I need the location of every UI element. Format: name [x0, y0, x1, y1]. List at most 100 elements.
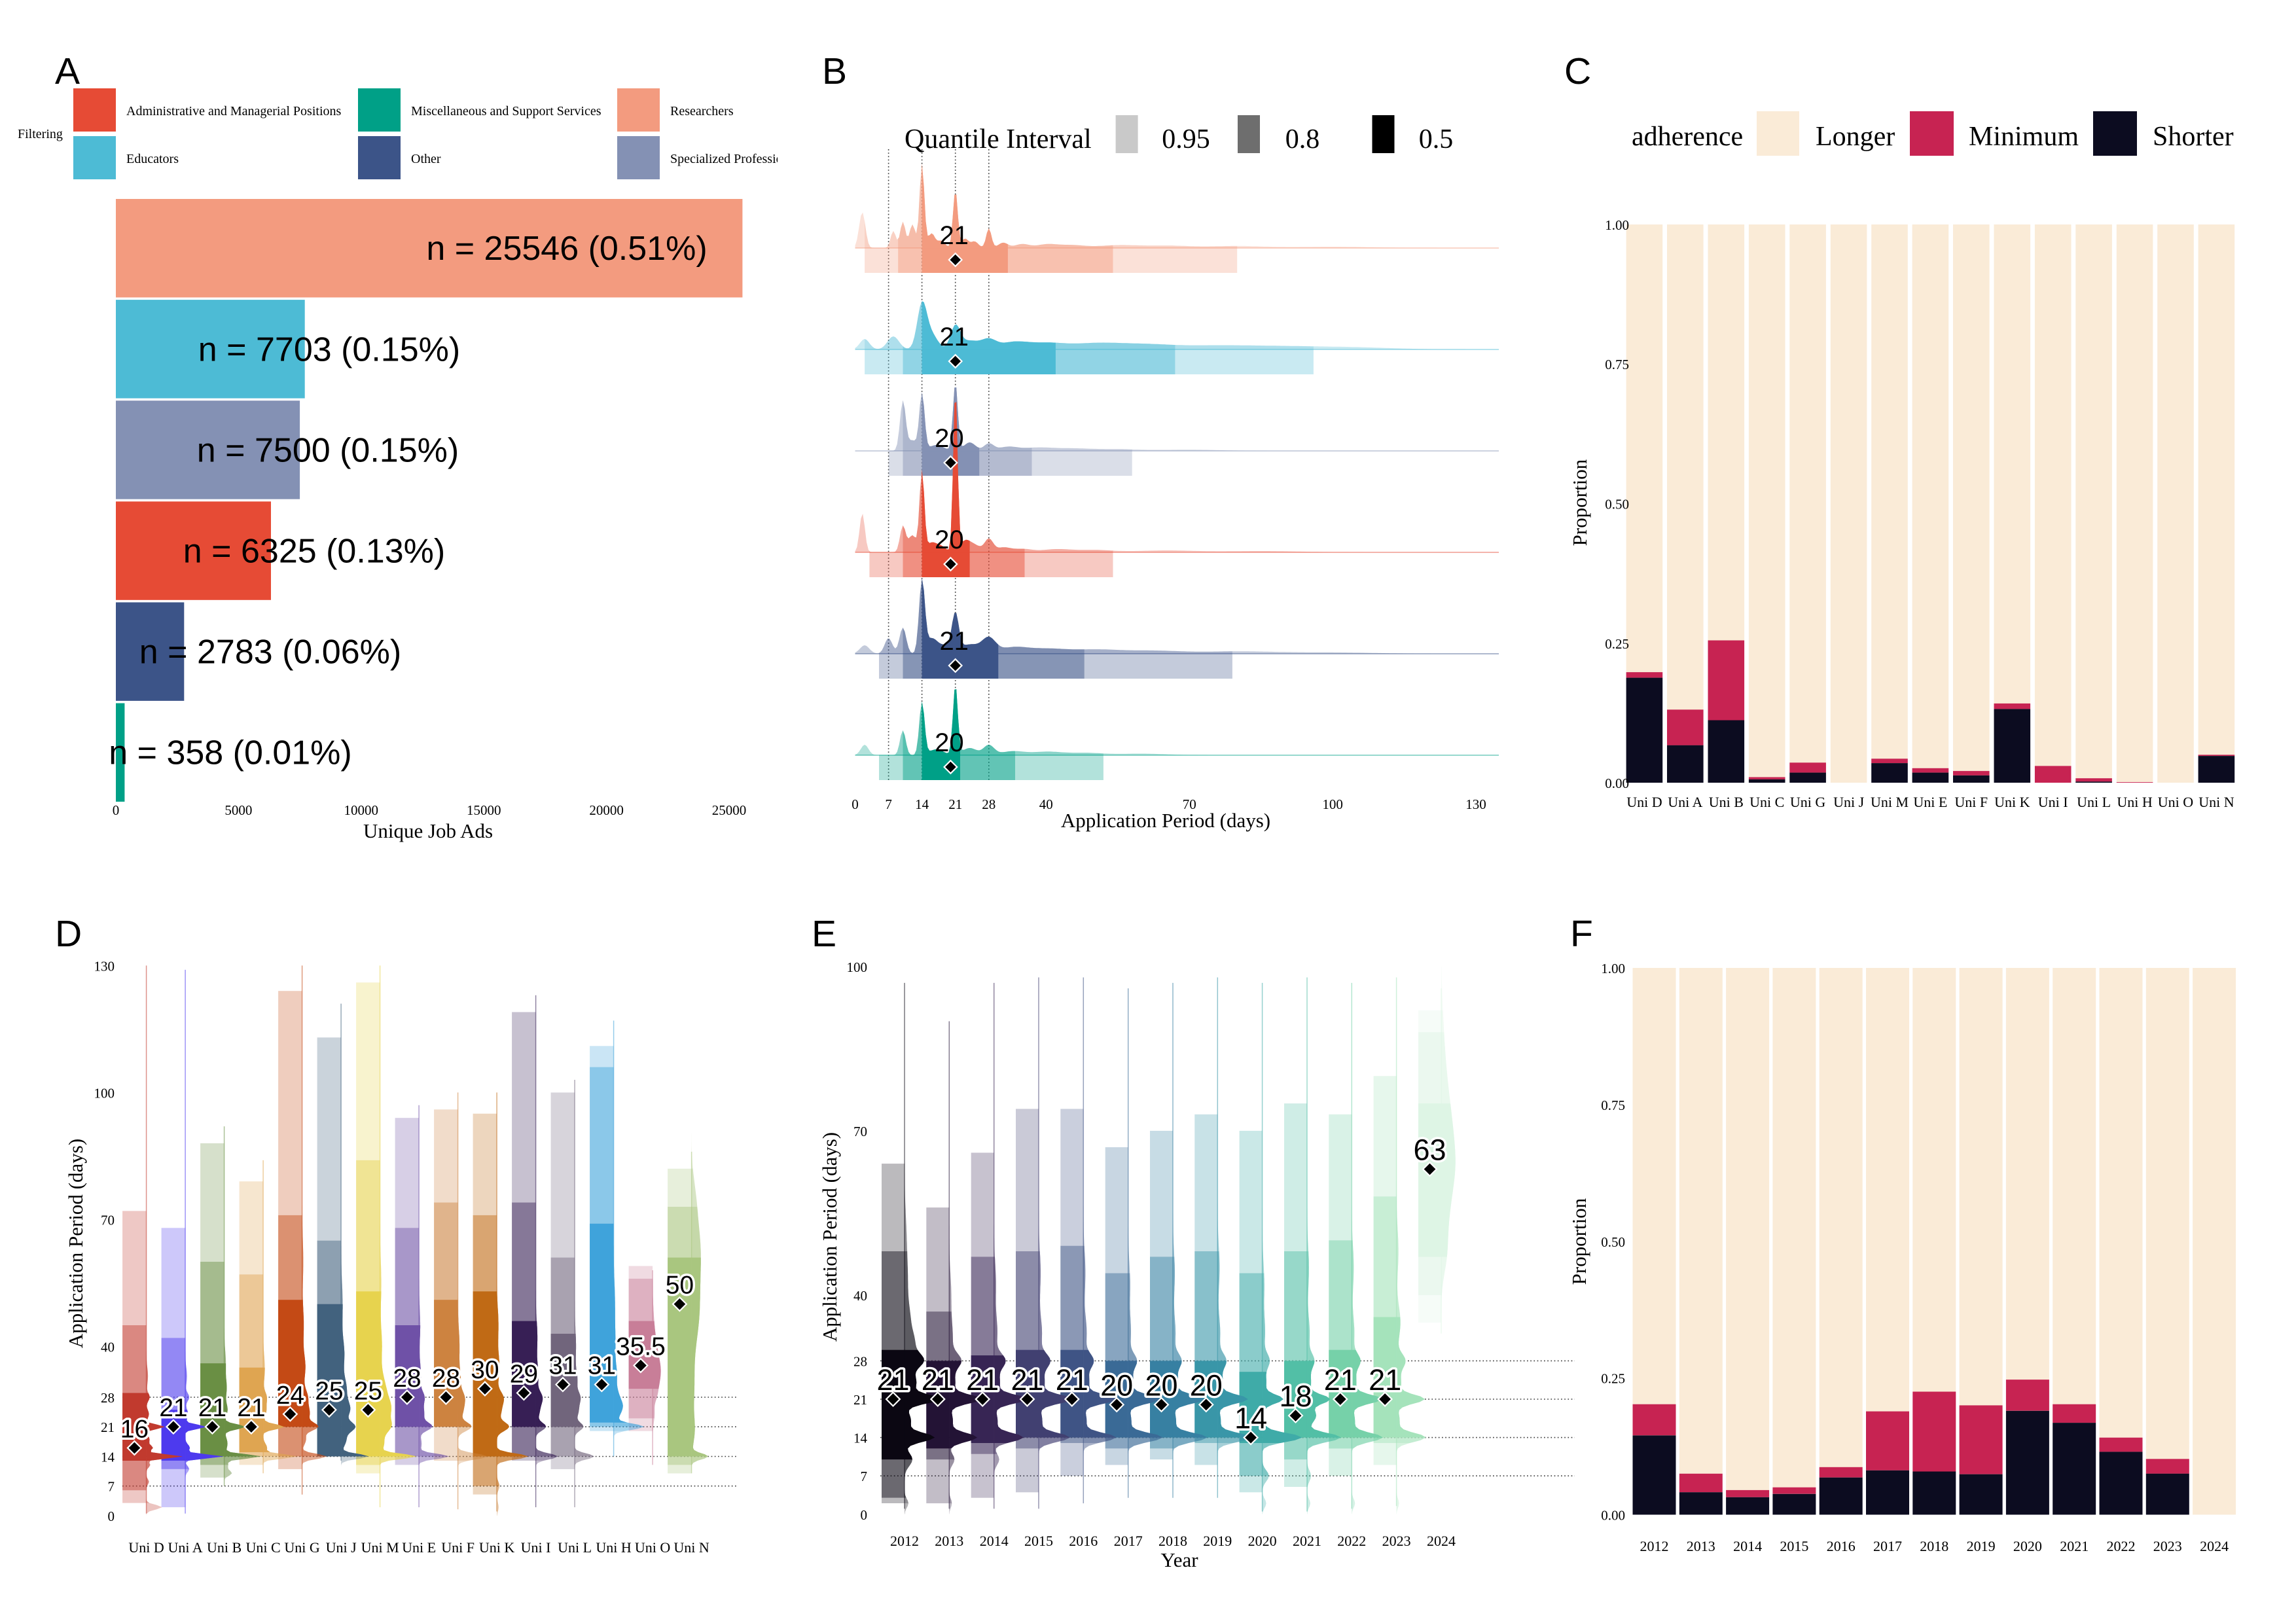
svg-text:Proportion: Proportion — [1568, 1198, 1590, 1285]
svg-text:Miscellaneous and Support Serv: Miscellaneous and Support Services — [411, 104, 601, 118]
svg-text:Uni A: Uni A — [1668, 794, 1702, 810]
svg-text:Uni E: Uni E — [402, 1539, 436, 1556]
svg-text:Uni M: Uni M — [361, 1539, 399, 1556]
svg-text:2020: 2020 — [2013, 1538, 2042, 1554]
svg-text:0.00: 0.00 — [1605, 776, 1629, 791]
svg-text:21: 21 — [966, 1363, 999, 1397]
svg-text:2014: 2014 — [1733, 1538, 1762, 1554]
svg-text:2021: 2021 — [1293, 1533, 1321, 1549]
svg-text:Uni B: Uni B — [1709, 794, 1744, 810]
svg-text:21: 21 — [1369, 1363, 1401, 1397]
svg-text:21: 21 — [948, 796, 962, 812]
svg-text:14: 14 — [915, 796, 929, 812]
svg-text:130: 130 — [94, 958, 115, 974]
svg-text:Other: Other — [411, 152, 441, 166]
svg-text:25: 25 — [354, 1377, 382, 1405]
svg-text:Uni H: Uni H — [2117, 794, 2153, 810]
svg-text:15000: 15000 — [467, 802, 501, 818]
svg-text:Uni C: Uni C — [246, 1539, 281, 1556]
svg-text:100: 100 — [847, 959, 868, 975]
svg-text:21: 21 — [1056, 1363, 1088, 1397]
svg-text:2014: 2014 — [980, 1533, 1009, 1549]
svg-text:2016: 2016 — [1827, 1538, 1856, 1554]
svg-text:Application Period (days): Application Period (days) — [64, 1139, 87, 1348]
svg-text:Application Period (days): Application Period (days) — [818, 1132, 841, 1342]
svg-text:0.8: 0.8 — [1285, 124, 1320, 154]
svg-text:2013: 2013 — [1687, 1538, 1715, 1554]
svg-text:28: 28 — [432, 1364, 460, 1393]
svg-text:1.00: 1.00 — [1601, 961, 1625, 976]
svg-text:2018: 2018 — [1158, 1533, 1187, 1549]
svg-text:Uni A: Uni A — [168, 1539, 203, 1556]
svg-text:Minimum: Minimum — [1969, 122, 2079, 152]
svg-text:0.5: 0.5 — [1419, 124, 1454, 154]
svg-text:14: 14 — [853, 1431, 868, 1446]
svg-text:Uni K: Uni K — [1994, 794, 2030, 810]
svg-text:2015: 2015 — [1024, 1533, 1053, 1549]
svg-text:2017: 2017 — [1114, 1533, 1143, 1549]
svg-text:2019: 2019 — [1967, 1538, 1996, 1554]
svg-text:2022: 2022 — [2107, 1538, 2136, 1554]
svg-text:2013: 2013 — [935, 1533, 963, 1549]
svg-text:20: 20 — [935, 526, 964, 554]
svg-text:0.50: 0.50 — [1601, 1234, 1625, 1250]
svg-text:Uni D: Uni D — [1626, 794, 1662, 810]
svg-text:Year: Year — [1160, 1548, 1198, 1571]
svg-text:20: 20 — [935, 728, 964, 757]
svg-text:Filtering: Filtering — [18, 127, 63, 141]
svg-text:Uni C: Uni C — [1749, 794, 1784, 810]
svg-text:130: 130 — [1465, 796, 1486, 812]
svg-text:50: 50 — [666, 1272, 694, 1300]
svg-text:40: 40 — [101, 1339, 115, 1355]
svg-text:n = 358 (0.01%): n = 358 (0.01%) — [109, 734, 351, 772]
svg-text:2015: 2015 — [1780, 1538, 1808, 1554]
svg-text:0.95: 0.95 — [1162, 124, 1210, 154]
svg-text:0.75: 0.75 — [1605, 357, 1629, 372]
svg-text:n = 6325 (0.13%): n = 6325 (0.13%) — [183, 533, 445, 571]
svg-text:0.75: 0.75 — [1601, 1097, 1625, 1113]
svg-text:C: C — [1564, 50, 1591, 92]
svg-text:20: 20 — [1190, 1368, 1223, 1402]
svg-text:2012: 2012 — [890, 1533, 919, 1549]
svg-text:Uni O: Uni O — [2158, 794, 2193, 810]
svg-text:24: 24 — [276, 1382, 304, 1410]
svg-text:A: A — [55, 50, 80, 92]
svg-text:0: 0 — [113, 802, 120, 818]
svg-text:21: 21 — [939, 627, 969, 656]
svg-text:70: 70 — [1183, 796, 1196, 812]
svg-text:Administrative and Managerial: Administrative and Managerial Positions — [126, 104, 341, 118]
svg-text:21: 21 — [922, 1363, 954, 1397]
svg-text:Researchers: Researchers — [670, 104, 734, 118]
svg-text:28: 28 — [982, 796, 996, 812]
svg-text:Educators: Educators — [126, 152, 179, 166]
svg-text:7: 7 — [885, 796, 892, 812]
svg-text:20000: 20000 — [589, 802, 624, 818]
svg-text:20: 20 — [935, 424, 964, 453]
svg-text:21: 21 — [1011, 1363, 1043, 1397]
svg-text:Quantile Interval: Quantile Interval — [905, 124, 1092, 154]
svg-text:2021: 2021 — [2060, 1538, 2089, 1554]
svg-text:Uni J: Uni J — [326, 1539, 357, 1556]
svg-text:n = 2783 (0.06%): n = 2783 (0.06%) — [139, 633, 401, 671]
svg-text:21: 21 — [159, 1394, 187, 1422]
svg-text:18: 18 — [1279, 1380, 1312, 1413]
svg-text:Uni J: Uni J — [1833, 794, 1865, 810]
svg-text:Uni I: Uni I — [521, 1539, 551, 1556]
svg-text:Uni O: Uni O — [635, 1539, 670, 1556]
svg-text:2019: 2019 — [1203, 1533, 1232, 1549]
svg-text:n = 7703 (0.15%): n = 7703 (0.15%) — [198, 331, 460, 369]
svg-text:0.25: 0.25 — [1601, 1371, 1625, 1387]
svg-text:0: 0 — [108, 1508, 115, 1524]
svg-text:0: 0 — [861, 1507, 868, 1523]
svg-text:70: 70 — [101, 1212, 115, 1228]
svg-text:adherence: adherence — [1632, 122, 1743, 152]
svg-text:B: B — [822, 50, 847, 92]
svg-text:Uni M: Uni M — [1871, 794, 1909, 810]
svg-text:31: 31 — [548, 1352, 577, 1380]
svg-text:Uni N: Uni N — [2198, 794, 2234, 810]
svg-text:Application Period (days): Application Period (days) — [1061, 809, 1270, 832]
svg-text:Uni B: Uni B — [207, 1539, 242, 1556]
svg-text:Uni G: Uni G — [1790, 794, 1826, 810]
svg-text:2022: 2022 — [1337, 1533, 1366, 1549]
svg-text:2023: 2023 — [1382, 1533, 1411, 1549]
